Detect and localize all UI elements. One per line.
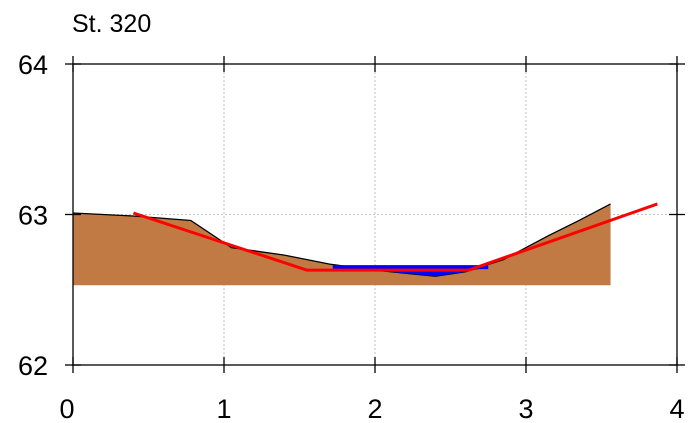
x-tick-label: 3 xyxy=(518,394,533,423)
x-tick-label: 2 xyxy=(367,394,382,423)
x-tick-label: 0 xyxy=(59,394,74,423)
ground-fill xyxy=(73,203,611,286)
axis-ticks: 0 1 2 3 4 62 63 64 xyxy=(18,50,685,423)
x-tick-label: 1 xyxy=(216,394,231,423)
fit-layer xyxy=(132,202,658,272)
y-tick-label: 62 xyxy=(18,351,48,381)
ground-layer xyxy=(72,203,611,286)
x-tick-label: 4 xyxy=(669,394,684,423)
y-tick-label: 64 xyxy=(18,50,48,80)
chart-title: St. 320 xyxy=(72,10,151,38)
fitted-profile-line xyxy=(132,202,658,272)
grid xyxy=(73,64,677,365)
y-tick-label: 63 xyxy=(18,201,48,231)
